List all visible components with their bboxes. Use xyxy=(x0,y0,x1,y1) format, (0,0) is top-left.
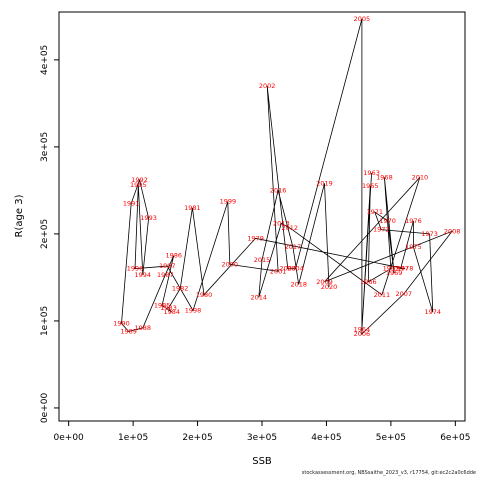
y-axis-label: R(age 3) xyxy=(14,194,25,237)
point-label-1998: 1998 xyxy=(185,306,202,314)
point-label-1966: 1966 xyxy=(360,278,377,286)
point-label-1993: 1993 xyxy=(140,214,157,222)
point-label-2014: 2014 xyxy=(251,293,268,301)
point-label-1981: 1981 xyxy=(184,204,201,212)
point-label-1997: 1997 xyxy=(159,262,176,270)
y-tick-label: 3e+05 xyxy=(40,132,50,162)
point-label-1965: 1965 xyxy=(362,182,379,190)
point-label-2001: 2001 xyxy=(270,267,287,275)
point-label-2016: 2016 xyxy=(270,186,287,194)
point-label-2006: 2006 xyxy=(354,330,371,338)
point-label-2000: 2000 xyxy=(222,260,239,268)
stock-recruitment-path xyxy=(121,18,454,335)
point-label-1973: 1973 xyxy=(421,230,438,238)
point-label-2009: 2009 xyxy=(316,278,333,286)
point-label-2012: 2012 xyxy=(281,224,298,232)
point-label-2005: 2005 xyxy=(354,15,371,23)
y-tick-label: 2e+05 xyxy=(40,219,50,249)
point-label-2011: 2011 xyxy=(374,291,391,299)
y-tick-label: 0e+00 xyxy=(40,393,50,424)
y-axis: 0e+00 1e+05 2e+05 3e+05 4e+05 xyxy=(40,45,59,423)
x-axis-label: SSB xyxy=(252,456,272,467)
point-label-1968: 1968 xyxy=(376,173,393,181)
point-label-1996: 1996 xyxy=(127,265,144,273)
point-label-1984: 1984 xyxy=(164,308,181,316)
point-label-1999: 1999 xyxy=(220,198,237,206)
x-tick-label: 5e+05 xyxy=(376,433,406,443)
point-label-2013: 2013 xyxy=(273,219,290,227)
point-label-2019: 2019 xyxy=(316,179,333,187)
point-label-1964: 1964 xyxy=(354,326,371,334)
point-label-1969: 1969 xyxy=(386,269,403,277)
point-label-1977: 1977 xyxy=(392,265,409,273)
point-label-1994: 1994 xyxy=(135,271,152,279)
point-label-1991: 1991 xyxy=(123,199,140,207)
x-tick-label: 0e+00 xyxy=(54,433,85,443)
point-label-1995: 1995 xyxy=(130,181,147,189)
point-label-2015: 2015 xyxy=(254,256,271,264)
point-label-1978: 1978 xyxy=(397,265,414,273)
point-label-1979: 1979 xyxy=(247,234,264,242)
point-label-1988: 1988 xyxy=(135,324,152,332)
point-label-1986: 1986 xyxy=(165,252,182,260)
point-label-1992: 1992 xyxy=(131,176,148,184)
point-label-1967: 1967 xyxy=(383,265,400,273)
point-label-1985: 1985 xyxy=(154,301,171,309)
point-label-1976: 1976 xyxy=(405,217,422,225)
point-label-1975: 1975 xyxy=(405,243,422,251)
x-tick-label: 2e+05 xyxy=(182,433,212,443)
point-label-2002: 2002 xyxy=(259,82,276,90)
footer-caption: stockassessment.org, NBSsaithe_2023_v3, … xyxy=(301,470,476,476)
point-label-2017: 2017 xyxy=(285,243,302,251)
point-label-1963: 1963 xyxy=(363,169,380,177)
point-label-1989: 1989 xyxy=(120,327,137,335)
y-tick-label: 1e+05 xyxy=(40,306,50,336)
point-label-1987: 1987 xyxy=(157,271,174,279)
point-label-2018: 2018 xyxy=(290,280,307,288)
point-label-2004: 2004 xyxy=(287,265,304,273)
point-label-1971: 1971 xyxy=(367,208,384,216)
point-label-1982: 1982 xyxy=(172,285,189,293)
x-tick-label: 1e+05 xyxy=(118,433,148,443)
point-label-2010: 2010 xyxy=(412,173,429,181)
point-label-2003: 2003 xyxy=(280,265,297,273)
point-label-2007: 2007 xyxy=(396,290,413,298)
point-label-2020: 2020 xyxy=(321,283,338,291)
point-label-1990: 1990 xyxy=(113,320,130,328)
x-tick-label: 4e+05 xyxy=(311,433,341,443)
x-tick-label: 3e+05 xyxy=(247,433,277,443)
point-label-1983: 1983 xyxy=(160,304,177,312)
point-label-1980: 1980 xyxy=(196,291,213,299)
point-label-1972: 1972 xyxy=(373,226,390,234)
point-label-1970: 1970 xyxy=(379,217,396,225)
x-tick-label: 6e+05 xyxy=(440,433,470,443)
plot-frame xyxy=(58,11,466,422)
x-axis: 0e+00 1e+05 2e+05 3e+05 4e+05 5e+05 6e+05 xyxy=(54,421,470,443)
point-label-1974: 1974 xyxy=(425,308,442,316)
point-label-2008: 2008 xyxy=(444,227,461,235)
y-tick-label: 4e+05 xyxy=(40,45,50,75)
